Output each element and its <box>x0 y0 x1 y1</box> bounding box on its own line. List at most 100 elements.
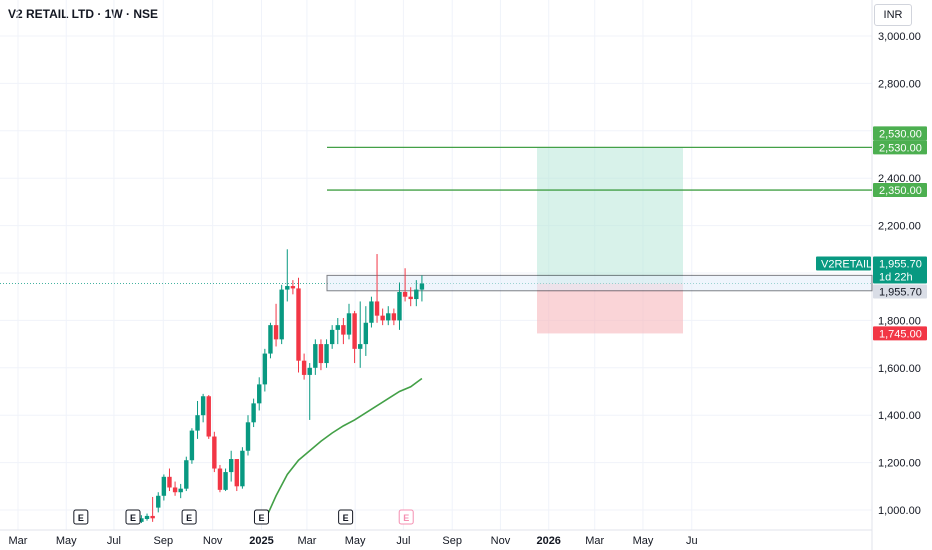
last-price-countdown: 1d 22h <box>879 271 913 283</box>
candle-body <box>346 313 352 335</box>
candle-body <box>374 301 380 316</box>
resistance-tag-text: 2,530.00 <box>879 142 922 154</box>
last-price-value: 1,955.70 <box>879 258 922 270</box>
candle-body <box>223 472 228 490</box>
candle <box>369 296 374 328</box>
candle <box>335 318 340 345</box>
earnings-box <box>181 509 197 525</box>
candle <box>290 280 296 295</box>
candle-body <box>228 459 234 473</box>
time-axis: Mar May Jul Sep Nov 2025 Mar May Jul Sep Nov 2026 Ma… <box>9 535 698 547</box>
resistance-tag-bg <box>873 183 927 198</box>
target-tag-text: 2,530.00 <box>879 128 922 140</box>
zone-rectangle <box>326 274 873 292</box>
candle-body <box>156 495 161 508</box>
candle <box>279 284 284 345</box>
resistance-tag: 2,350.00 <box>873 183 927 198</box>
price-tick-label: 1,000.00 <box>878 505 921 517</box>
candle-body <box>200 396 206 416</box>
candle-body <box>245 422 251 451</box>
candle <box>178 483 183 499</box>
time-tick-label: 2026 <box>536 535 560 547</box>
target-tag-bg <box>873 126 927 141</box>
candle-body <box>262 353 268 385</box>
time-tick-label: May <box>56 535 77 547</box>
earnings-event: E <box>73 509 89 525</box>
candle <box>189 428 195 464</box>
resistance-tag-text: 2,350.00 <box>879 185 922 197</box>
candle-body <box>251 403 256 423</box>
candle <box>195 400 200 439</box>
candle <box>206 395 211 439</box>
earnings-event: E <box>398 509 414 525</box>
zone-tag: 1,955.70 <box>873 284 927 299</box>
time-tick-label: Mar <box>9 535 28 547</box>
candle-body <box>285 286 290 290</box>
candle <box>167 468 172 492</box>
candle <box>212 431 217 473</box>
time-tick-label: May <box>633 535 654 547</box>
time-tick-label: Jul <box>396 535 410 547</box>
price-tick-label: 1,400.00 <box>878 410 921 422</box>
time-tick-label: Mar <box>585 535 604 547</box>
time-tick-label: Mar <box>297 535 316 547</box>
candle <box>144 513 150 521</box>
candle-body <box>144 515 150 520</box>
candle <box>161 474 167 501</box>
candle <box>285 249 290 302</box>
candle <box>408 287 413 307</box>
candle <box>156 492 161 513</box>
earnings-event: E <box>125 509 141 525</box>
candle-body <box>341 325 346 335</box>
candle <box>380 308 385 326</box>
candle <box>346 303 352 340</box>
candle <box>257 377 262 411</box>
zone-box <box>326 274 873 292</box>
candle-body <box>335 325 340 330</box>
price-tick-label: 1,200.00 <box>878 458 921 470</box>
candle-body <box>369 301 374 323</box>
symbol-tag-bg <box>816 256 871 271</box>
candle-body <box>386 313 391 321</box>
profit-zone <box>537 147 683 284</box>
candle <box>200 393 206 423</box>
currency-selector[interactable]: INR <box>874 4 912 26</box>
candle <box>234 459 239 492</box>
candle <box>419 275 425 302</box>
earnings-label: E <box>343 513 349 523</box>
stop-tag: 1,745.00 <box>873 326 927 341</box>
candle-body <box>391 313 397 321</box>
candle <box>223 468 228 492</box>
candle-body <box>318 344 324 364</box>
candle <box>273 303 279 347</box>
candle <box>386 306 391 326</box>
time-tick-label: Nov <box>491 535 511 547</box>
time-tick-label: Sep <box>442 535 462 547</box>
last-price-bg <box>873 256 927 284</box>
candle-body <box>257 384 262 404</box>
candle-body <box>212 436 217 469</box>
candle-body <box>189 430 195 461</box>
candle <box>251 398 256 428</box>
candle-body <box>268 325 273 354</box>
candle-body <box>313 344 318 368</box>
time-tick-label: May <box>345 535 366 547</box>
candle-body <box>217 468 223 490</box>
chart-title: V2 RETAIL LTD · 1W · NSE <box>8 7 159 21</box>
earnings-box <box>253 509 269 525</box>
price-tick-label: 2,800.00 <box>878 78 921 90</box>
candle <box>245 415 251 456</box>
candle-body <box>352 313 357 349</box>
candle <box>296 277 301 373</box>
candle <box>358 301 363 368</box>
price-tick-label: 3,000.00 <box>878 31 921 43</box>
candle-body <box>307 367 312 375</box>
candle-body <box>296 288 301 361</box>
candle <box>307 363 312 420</box>
target-tag: 2,530.00 <box>873 126 927 141</box>
time-tick-label: Nov <box>203 535 223 547</box>
candle <box>172 481 178 496</box>
